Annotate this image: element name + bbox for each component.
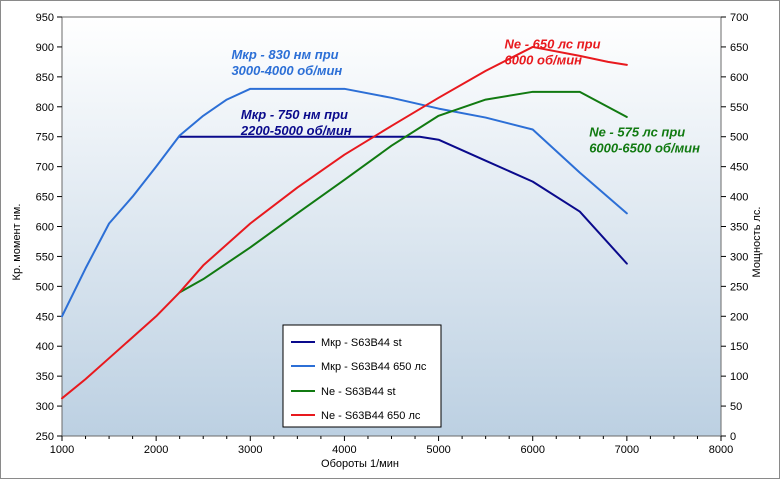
y-right-tick-label: 50 [730,401,742,413]
y-right-tick-label: 650 [730,42,748,54]
annotation-line: Мкр - 750 нм при [241,107,348,122]
y-right-tick-label: 550 [730,102,748,114]
y-right-tick-label: 300 [730,251,748,263]
y-left-tick-label: 850 [36,72,54,84]
y-right-tick-label: 350 [730,222,748,234]
annotation-line: 6000-6500 об/мин [589,141,700,156]
y-right-tick-label: 0 [730,431,736,443]
y-left-tick-label: 900 [36,42,54,54]
annotation-4: Ne - 575 лс при 6000-6500 об/мин [589,125,700,156]
x-tick-label: 4000 [332,444,356,456]
annotation-3: Ne - 650 лс при 6000 об/мин [504,37,600,68]
x-tick-label: 5000 [426,444,450,456]
y-right-tick-label: 600 [730,72,748,84]
x-tick-label: 6000 [520,444,544,456]
y-left-tick-label: 350 [36,371,54,383]
y-axis-right-label: Мощность лс. [751,207,763,278]
x-tick-label: 3000 [238,444,262,456]
annotation-line: 6000 об/мин [504,53,582,68]
axis-ticks: 2503003504004505005506006507007508008509… [36,12,749,456]
x-tick-label: 8000 [709,444,733,456]
y-left-tick-label: 600 [36,222,54,234]
y-right-tick-label: 100 [730,371,748,383]
y-axis-left-label: Кр. момент нм. [11,204,23,281]
y-left-tick-label: 250 [36,431,54,443]
annotation-line: Ne - 650 лс при [504,37,600,52]
y-right-tick-label: 150 [730,341,748,353]
legend-label-3: Ne - S63B44 st [321,386,396,398]
annotations: Мкр - 830 нм при 3000-4000 об/мин Мкр - 75… [231,37,700,156]
y-right-tick-label: 400 [730,192,748,204]
annotation-1: Мкр - 830 нм при 3000-4000 об/мин [231,47,342,78]
series-line-3 [178,90,628,294]
y-left-tick-label: 950 [36,12,54,24]
y-left-tick-label: 700 [36,162,54,174]
x-tick-label: 7000 [615,444,639,456]
legend-label-4: Ne - S63B44 650 лс [321,410,421,422]
annotation-line: 2200-5000 об/мин [240,123,352,138]
legend: Мкр - S63B44 st Мкр - S63B44 650 лс Ne -… [282,324,442,428]
annotation-2: Мкр - 750 нм при 2200-5000 об/мин [240,107,352,138]
x-axis-label: Обороты 1/мин [321,458,399,470]
y-left-tick-label: 450 [36,311,54,323]
y-left-tick-label: 800 [36,102,54,114]
y-right-tick-label: 450 [730,162,748,174]
y-right-tick-label: 700 [730,12,748,24]
y-left-tick-label: 650 [36,192,54,204]
annotation-line: Мкр - 830 нм при [231,47,338,62]
y-right-tick-label: 250 [730,281,748,293]
y-right-tick-label: 500 [730,132,748,144]
series-line-2 [61,87,628,318]
y-left-tick-label: 550 [36,251,54,263]
annotation-line: 3000-4000 об/мин [231,63,342,78]
x-tick-label: 1000 [50,444,74,456]
series-group [61,45,628,400]
y-left-tick-label: 400 [36,341,54,353]
legend-label-2: Мкр - S63B44 650 лс [321,361,427,373]
series-line-4 [61,45,628,400]
y-left-tick-label: 300 [36,401,54,413]
x-tick-label: 2000 [144,444,168,456]
y-left-tick-label: 500 [36,281,54,293]
y-left-tick-label: 750 [36,132,54,144]
legend-label-1: Мкр - S63B44 st [321,337,402,349]
annotation-line: Ne - 575 лс при [589,125,685,140]
y-right-tick-label: 200 [730,311,748,323]
